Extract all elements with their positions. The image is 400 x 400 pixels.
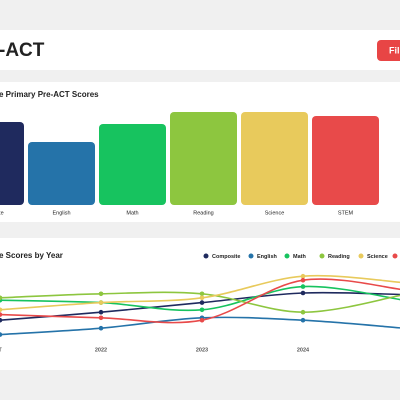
legend-swatch — [358, 253, 364, 259]
x-tick-label: STEM — [338, 210, 354, 216]
point — [0, 317, 3, 323]
bar — [312, 116, 379, 205]
line-card — [0, 238, 400, 370]
legend-label: Science — [367, 254, 388, 260]
x-tick-label: 2022 — [95, 347, 107, 353]
point — [300, 290, 306, 296]
x-tick-label: 2023 — [196, 347, 208, 353]
point — [300, 273, 306, 279]
legend-label: English — [257, 254, 278, 260]
x-tick-label: T — [0, 347, 2, 353]
legend-label: Reading — [328, 254, 350, 260]
legend-label: Composite — [212, 254, 240, 260]
legend-swatch — [392, 253, 398, 259]
point — [0, 295, 3, 301]
point — [199, 307, 205, 313]
filter-button[interactable] — [377, 40, 400, 61]
x-tick-label: English — [52, 210, 70, 216]
x-tick-label: Reading — [193, 210, 214, 216]
point — [0, 307, 3, 313]
point — [98, 315, 104, 321]
legend-label: Math — [293, 254, 306, 260]
x-tick-label: Composite — [0, 210, 4, 216]
legend-swatch — [284, 253, 290, 259]
legend-swatch — [248, 253, 254, 259]
point — [300, 284, 306, 289]
point — [98, 325, 104, 331]
bar-chart-title: e Primary Pre-ACT Scores — [0, 90, 99, 99]
bar — [241, 112, 308, 205]
point — [300, 317, 306, 323]
legend-swatch — [319, 253, 325, 259]
header-card — [0, 30, 400, 70]
point — [300, 309, 306, 315]
point — [199, 317, 205, 323]
x-tick-label: 2024 — [297, 347, 310, 353]
legend-swatch — [203, 253, 209, 259]
point — [98, 309, 104, 315]
page-title: -ACT — [0, 40, 45, 61]
point — [0, 312, 3, 317]
bar — [28, 142, 95, 205]
point — [98, 300, 104, 305]
line-chart-title: e Scores by Year — [0, 251, 63, 260]
x-tick-label: Science — [265, 210, 285, 216]
point — [199, 300, 205, 305]
filter-button-label[interactable]: Fil — [389, 45, 400, 55]
point — [300, 277, 306, 283]
x-tick-label: Math — [126, 210, 138, 216]
point — [199, 295, 205, 301]
bar — [99, 124, 166, 205]
bar — [0, 122, 24, 205]
point — [98, 291, 104, 297]
point — [0, 332, 3, 337]
bar — [170, 112, 237, 205]
point — [199, 291, 205, 297]
